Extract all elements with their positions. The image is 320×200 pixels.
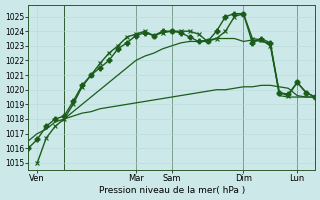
X-axis label: Pression niveau de la mer( hPa ): Pression niveau de la mer( hPa )	[99, 186, 245, 195]
